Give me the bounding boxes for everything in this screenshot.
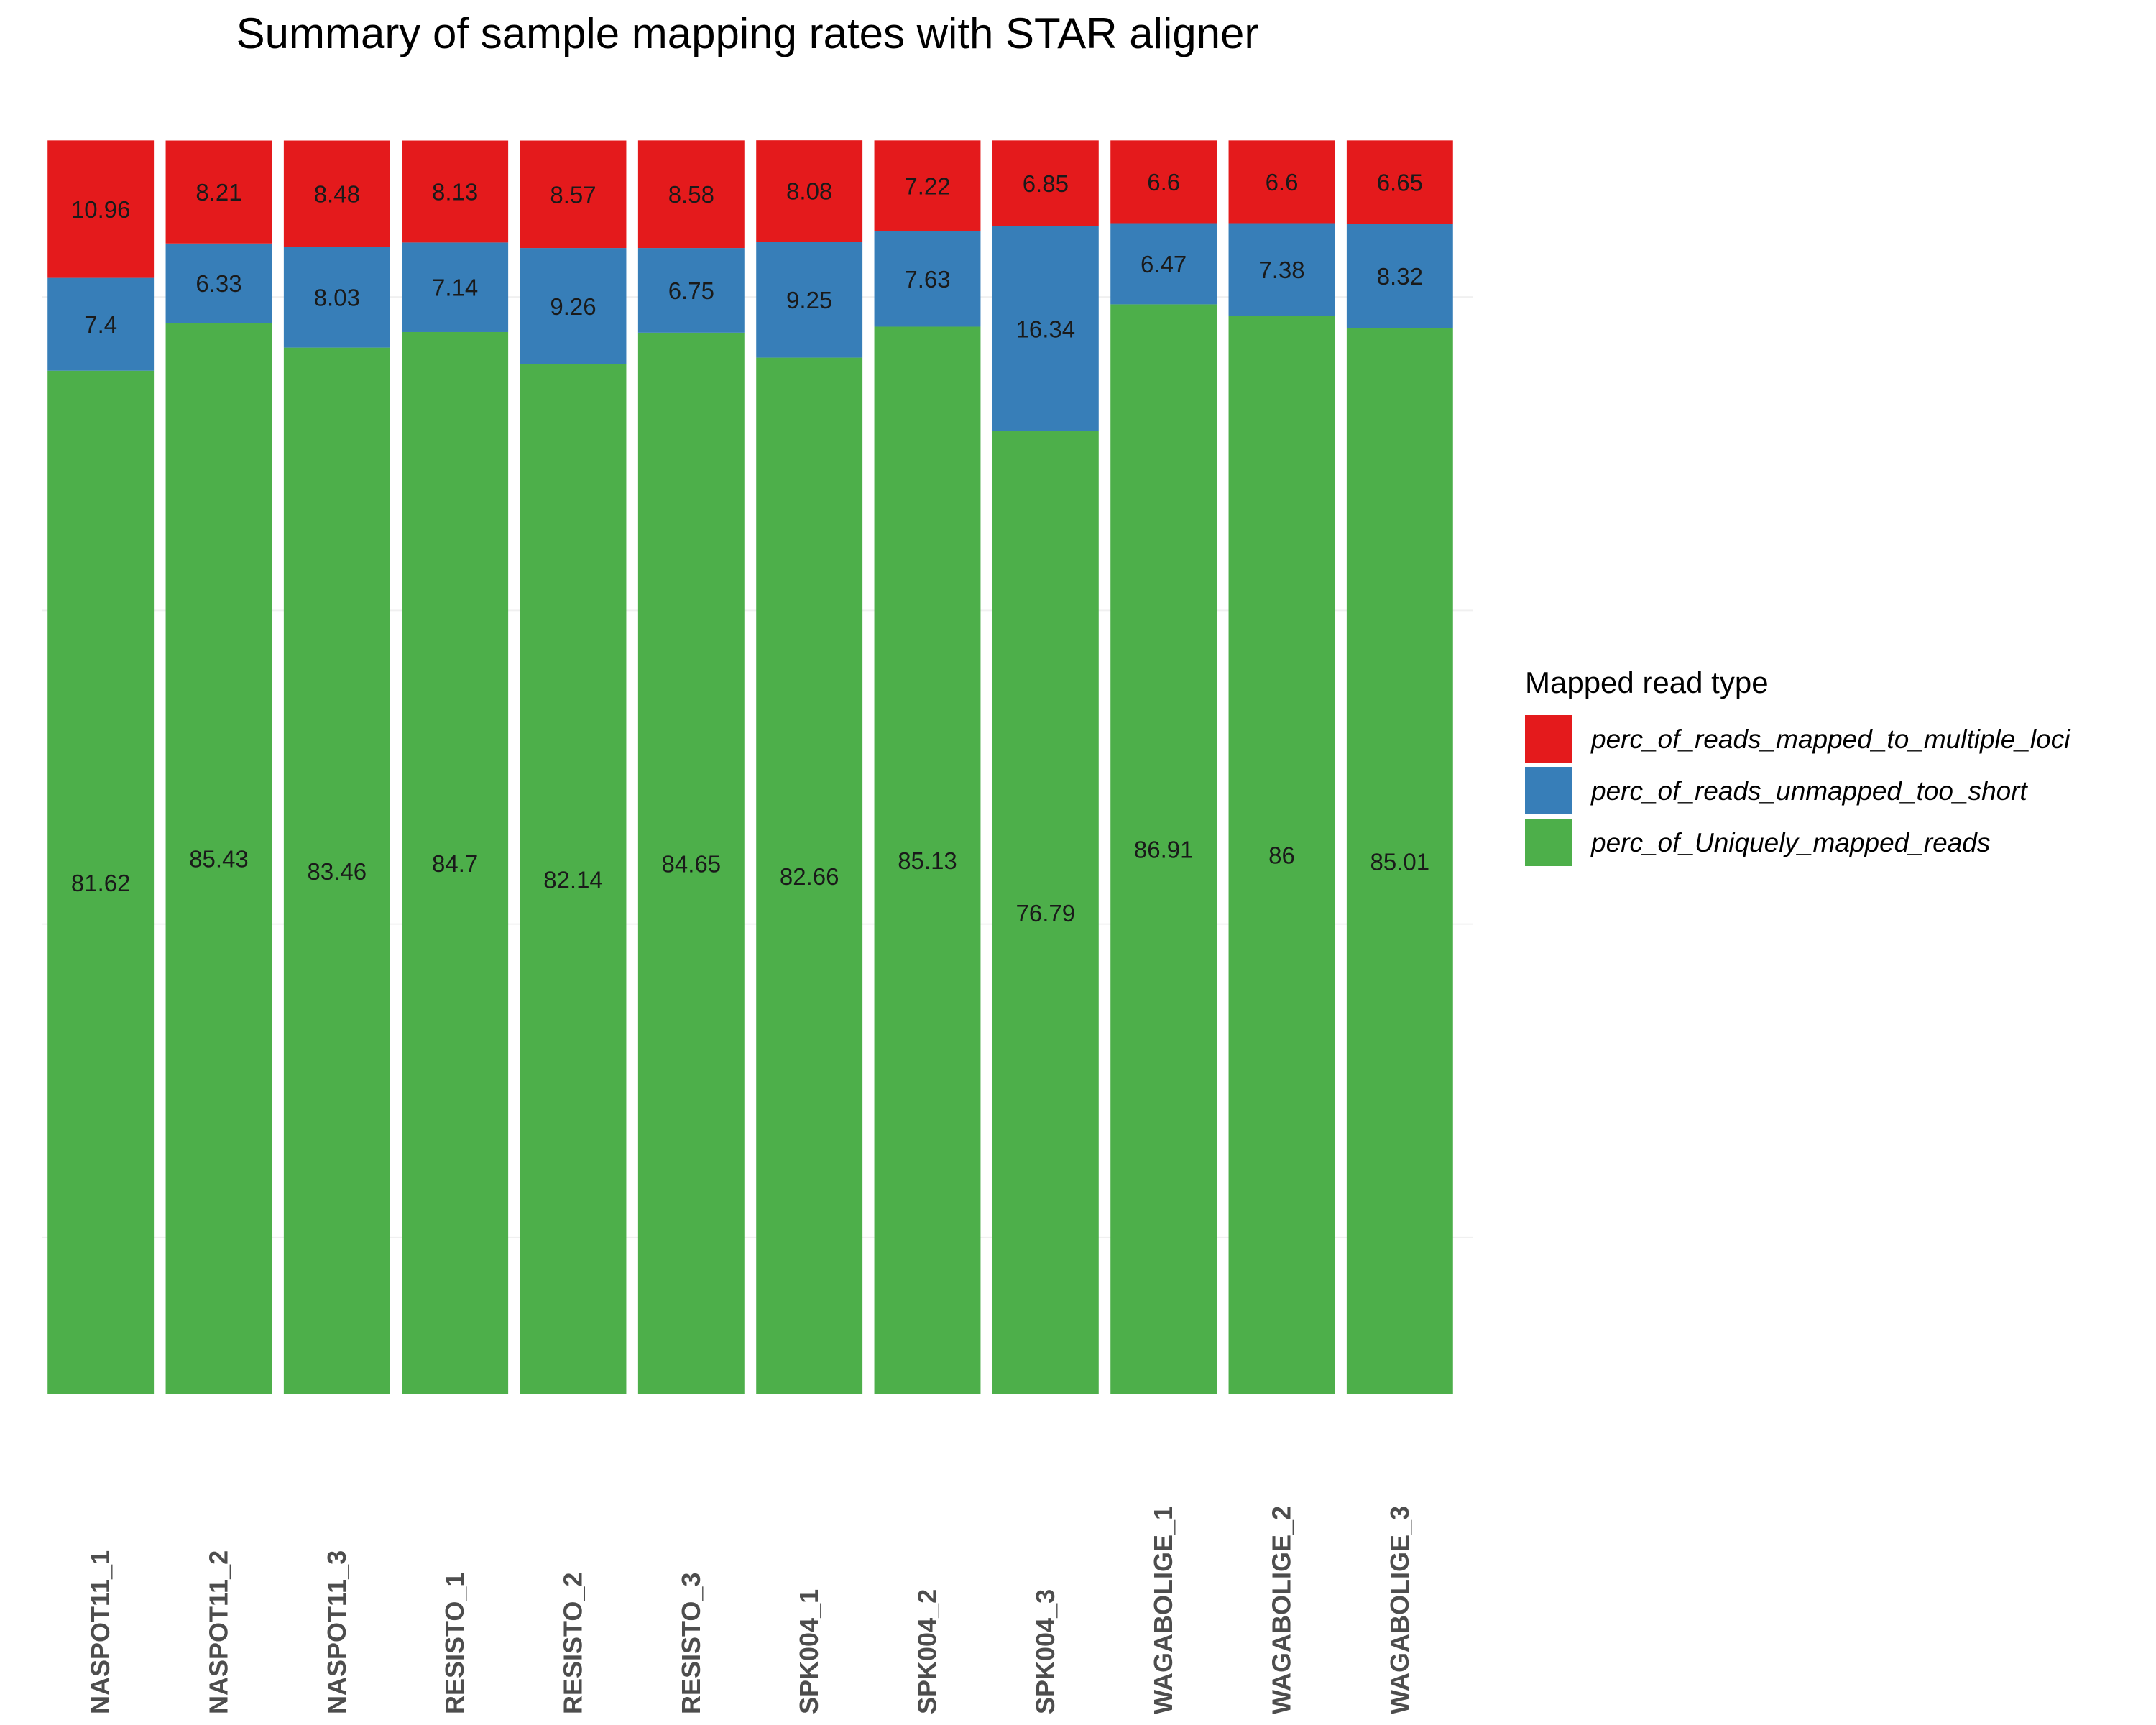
bars <box>47 140 1453 1395</box>
data-label-RESISTO_1-perc_of_reads_mapped_to_multiple_loci: 8.13 <box>432 178 478 205</box>
bar-RESISTO_3-perc_of_reads_unmapped_too_short <box>637 248 745 333</box>
x-axis-tick-labels: NASPOT11_1 NASPOT11_2 NASPOT11_3 RESISTO_1 R… <box>86 1506 1414 1714</box>
legend-items: perc_of_reads_mapped_to_multiple_lociper… <box>1525 715 2071 866</box>
bar-NASPOT11_2-perc_of_reads_mapped_to_multiple_loci <box>165 140 272 244</box>
x-tick-label-SPK004_1: SPK004_1 <box>794 1589 824 1714</box>
x-tick-label-SPK004_3: SPK004_3 <box>1031 1589 1060 1714</box>
legend-label-perc_of_reads_unmapped_too_short: perc_of_reads_unmapped_too_short <box>1590 776 2029 806</box>
bar-NASPOT11_1-perc_of_reads_mapped_to_multiple_loci <box>47 140 155 278</box>
data-label-RESISTO_2-perc_of_Uniquely_mapped_reads: 82.14 <box>543 866 603 893</box>
bar-WAGABOLIGE_3-perc_of_reads_mapped_to_multiple_loci <box>1346 140 1453 224</box>
bar-SPK004_1-perc_of_reads_unmapped_too_short <box>756 242 863 358</box>
bar-NASPOT11_2-perc_of_Uniquely_mapped_reads <box>165 323 272 1395</box>
bar-NASPOT11_1-perc_of_Uniquely_mapped_reads <box>47 370 155 1395</box>
x-tick-label-NASPOT11_1: NASPOT11_1 <box>86 1550 115 1714</box>
bar-RESISTO_3-perc_of_Uniquely_mapped_reads <box>637 332 745 1394</box>
data-label-NASPOT11_2-perc_of_Uniquely_mapped_reads: 85.43 <box>189 846 249 873</box>
data-label-RESISTO_1-perc_of_reads_unmapped_too_short: 7.14 <box>432 275 478 301</box>
data-label-NASPOT11_3-perc_of_reads_unmapped_too_short: 8.03 <box>314 285 360 311</box>
x-tick-label-RESISTO_2: RESISTO_2 <box>558 1573 588 1714</box>
data-label-WAGABOLIGE_1-perc_of_reads_mapped_to_multiple_loci: 6.6 <box>1147 169 1180 196</box>
data-label-WAGABOLIGE_2-perc_of_reads_mapped_to_multiple_loci: 6.6 <box>1266 169 1299 196</box>
data-label-WAGABOLIGE_3-perc_of_Uniquely_mapped_reads: 85.01 <box>1370 848 1430 875</box>
data-label-SPK004_3-perc_of_Uniquely_mapped_reads: 76.79 <box>1016 900 1076 926</box>
data-label-SPK004_3-perc_of_reads_unmapped_too_short: 16.34 <box>1016 316 1076 342</box>
bar-SPK004_2-perc_of_Uniquely_mapped_reads <box>874 326 981 1395</box>
data-label-NASPOT11_1-perc_of_Uniquely_mapped_reads: 81.62 <box>71 870 131 896</box>
data-label-RESISTO_3-perc_of_reads_unmapped_too_short: 6.75 <box>668 277 714 304</box>
bar-RESISTO_3-perc_of_reads_mapped_to_multiple_loci <box>637 140 745 249</box>
bar-RESISTO_2-perc_of_Uniquely_mapped_reads <box>520 364 627 1395</box>
legend-swatch-perc_of_reads_unmapped_too_short <box>1525 767 1572 814</box>
data-label-WAGABOLIGE_2-perc_of_reads_unmapped_too_short: 7.38 <box>1258 257 1304 283</box>
bar-NASPOT11_1-perc_of_reads_unmapped_too_short <box>47 277 155 371</box>
bar-WAGABOLIGE_1-perc_of_Uniquely_mapped_reads <box>1110 304 1217 1394</box>
bar-WAGABOLIGE_1-perc_of_reads_unmapped_too_short <box>1110 223 1217 305</box>
bar-WAGABOLIGE_2-perc_of_reads_mapped_to_multiple_loci <box>1228 140 1335 224</box>
x-tick-label-WAGABOLIGE_2: WAGABOLIGE_2 <box>1267 1506 1296 1714</box>
data-label-RESISTO_3-perc_of_reads_mapped_to_multiple_loci: 8.58 <box>668 181 714 208</box>
data-label-SPK004_1-perc_of_reads_mapped_to_multiple_loci: 8.08 <box>786 178 832 205</box>
bar-RESISTO_1-perc_of_reads_mapped_to_multiple_loci <box>402 140 509 243</box>
bar-SPK004_1-perc_of_Uniquely_mapped_reads <box>756 357 863 1394</box>
data-label-NASPOT11_1-perc_of_reads_unmapped_too_short: 7.4 <box>84 311 117 338</box>
legend: Mapped read type perc_of_reads_mapped_to… <box>1525 666 2071 866</box>
chart-title: Summary of sample mapping rates with STA… <box>236 9 1259 58</box>
data-label-WAGABOLIGE_1-perc_of_reads_unmapped_too_short: 6.47 <box>1141 251 1187 277</box>
data-label-RESISTO_3-perc_of_Uniquely_mapped_reads: 84.65 <box>662 850 722 877</box>
data-label-RESISTO_2-perc_of_reads_mapped_to_multiple_loci: 8.57 <box>550 181 596 208</box>
x-tick-label-SPK004_2: SPK004_2 <box>913 1589 942 1714</box>
data-label-SPK004_2-perc_of_reads_unmapped_too_short: 7.63 <box>904 266 950 293</box>
data-label-SPK004_2-perc_of_Uniquely_mapped_reads: 85.13 <box>898 847 957 874</box>
data-label-RESISTO_2-perc_of_reads_unmapped_too_short: 9.26 <box>550 293 596 320</box>
bar-RESISTO_1-perc_of_reads_unmapped_too_short <box>402 242 509 332</box>
legend-title: Mapped read type <box>1525 666 1769 699</box>
bar-WAGABOLIGE_1-perc_of_reads_mapped_to_multiple_loci <box>1110 140 1217 224</box>
bar-RESISTO_2-perc_of_reads_unmapped_too_short <box>520 248 627 364</box>
x-tick-label-NASPOT11_3: NASPOT11_3 <box>322 1550 351 1714</box>
data-label-RESISTO_1-perc_of_Uniquely_mapped_reads: 84.7 <box>432 850 478 877</box>
bar-WAGABOLIGE_2-perc_of_Uniquely_mapped_reads <box>1228 316 1335 1394</box>
bar-NASPOT11_3-perc_of_reads_unmapped_too_short <box>283 247 390 348</box>
bar-SPK004_2-perc_of_reads_mapped_to_multiple_loci <box>874 140 981 231</box>
data-label-WAGABOLIGE_3-perc_of_reads_mapped_to_multiple_loci: 6.65 <box>1377 169 1423 196</box>
x-tick-label-RESISTO_1: RESISTO_1 <box>440 1573 469 1714</box>
x-tick-label-RESISTO_3: RESISTO_3 <box>676 1573 706 1714</box>
legend-swatch-perc_of_Uniquely_mapped_reads <box>1525 819 1572 866</box>
data-label-WAGABOLIGE_2-perc_of_Uniquely_mapped_reads: 86 <box>1268 842 1295 869</box>
x-tick-label-WAGABOLIGE_1: WAGABOLIGE_1 <box>1148 1506 1178 1714</box>
data-label-WAGABOLIGE_3-perc_of_reads_unmapped_too_short: 8.32 <box>1377 263 1423 290</box>
bar-NASPOT11_3-perc_of_reads_mapped_to_multiple_loci <box>283 140 390 247</box>
data-label-NASPOT11_2-perc_of_reads_unmapped_too_short: 6.33 <box>195 270 241 297</box>
bar-SPK004_3-perc_of_reads_mapped_to_multiple_loci <box>992 140 1099 226</box>
data-label-SPK004_2-perc_of_reads_mapped_to_multiple_loci: 7.22 <box>904 172 950 199</box>
bar-RESISTO_1-perc_of_Uniquely_mapped_reads <box>402 331 509 1394</box>
legend-label-perc_of_Uniquely_mapped_reads: perc_of_Uniquely_mapped_reads <box>1590 828 1990 857</box>
data-label-NASPOT11_3-perc_of_Uniquely_mapped_reads: 83.46 <box>308 858 367 885</box>
legend-swatch-perc_of_reads_mapped_to_multiple_loci <box>1525 715 1572 763</box>
bar-WAGABOLIGE_2-perc_of_reads_unmapped_too_short <box>1228 223 1335 316</box>
data-label-SPK004_1-perc_of_Uniquely_mapped_reads: 82.66 <box>780 863 839 890</box>
bar-SPK004_1-perc_of_reads_mapped_to_multiple_loci <box>756 140 863 242</box>
data-label-SPK004_3-perc_of_reads_mapped_to_multiple_loci: 6.85 <box>1023 170 1069 197</box>
bar-SPK004_2-perc_of_reads_unmapped_too_short <box>874 231 981 327</box>
bar-RESISTO_2-perc_of_reads_mapped_to_multiple_loci <box>520 140 627 249</box>
data-label-NASPOT11_1-perc_of_reads_mapped_to_multiple_loci: 10.96 <box>71 196 131 223</box>
x-tick-label-NASPOT11_2: NASPOT11_2 <box>204 1550 234 1714</box>
bar-WAGABOLIGE_3-perc_of_Uniquely_mapped_reads <box>1346 328 1453 1395</box>
legend-label-perc_of_reads_mapped_to_multiple_loci: perc_of_reads_mapped_to_multiple_loci <box>1590 724 2071 754</box>
data-label-NASPOT11_3-perc_of_reads_mapped_to_multiple_loci: 8.48 <box>314 181 360 208</box>
bar-NASPOT11_3-perc_of_Uniquely_mapped_reads <box>283 347 390 1394</box>
data-label-WAGABOLIGE_1-perc_of_Uniquely_mapped_reads: 86.91 <box>1134 837 1194 863</box>
bar-WAGABOLIGE_3-perc_of_reads_unmapped_too_short <box>1346 224 1453 328</box>
bar-SPK004_3-perc_of_reads_unmapped_too_short <box>992 226 1099 432</box>
x-tick-label-WAGABOLIGE_3: WAGABOLIGE_3 <box>1385 1506 1414 1714</box>
data-label-SPK004_1-perc_of_reads_unmapped_too_short: 9.25 <box>786 287 832 313</box>
segment-labels: 81.62 7.4 10.96 85.43 6.33 8.21 83.46 8.03 8.48 8… <box>71 169 1429 926</box>
bar-SPK004_3-perc_of_Uniquely_mapped_reads <box>992 431 1099 1394</box>
bar-NASPOT11_2-perc_of_reads_unmapped_too_short <box>165 243 272 323</box>
data-label-NASPOT11_2-perc_of_reads_mapped_to_multiple_loci: 8.21 <box>195 179 241 206</box>
